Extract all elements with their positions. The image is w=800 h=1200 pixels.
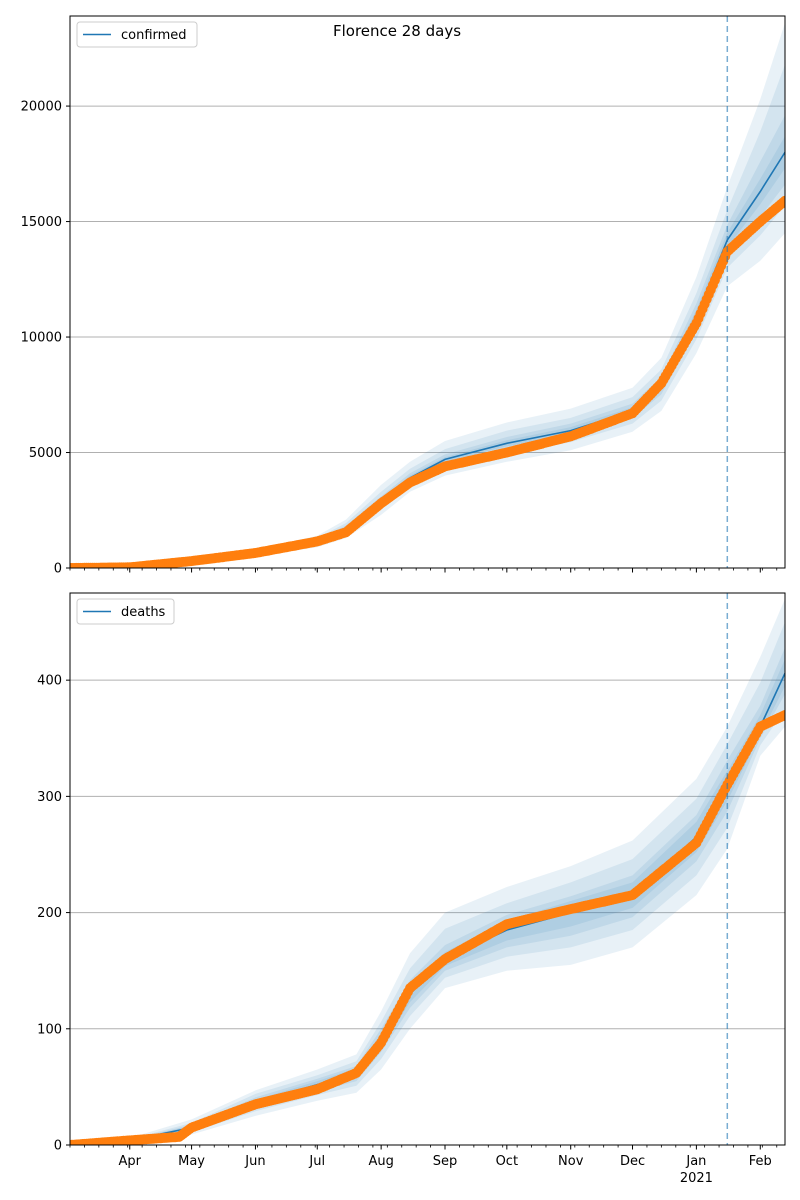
y-tick-label: 400 (37, 674, 62, 689)
axes-frame (69, 592, 786, 1146)
y-tick-label: 100 (37, 1022, 62, 1037)
x-tick-label: Jun (244, 1154, 265, 1169)
x-tick-label: Jul (308, 1154, 325, 1169)
legend: confirmed (76, 21, 198, 48)
uncertainty-band (70, 598, 785, 1145)
legend-box (76, 21, 198, 48)
y-tick-label: 10000 (21, 331, 62, 346)
plot-area (70, 598, 785, 1145)
x-tick-label: May (178, 1154, 205, 1169)
x-year-label: 2021 (680, 1171, 713, 1186)
observed-points (70, 195, 785, 568)
observed-points (70, 710, 785, 1145)
y-tick-label: 15000 (21, 215, 62, 230)
y-tick-label: 300 (37, 790, 62, 805)
plot-area (70, 22, 785, 568)
x-tick-label: Jan (685, 1154, 706, 1169)
x-tick-label: Apr (119, 1154, 142, 1169)
uncertainty-band (70, 647, 785, 1145)
x-tick-label: Aug (368, 1154, 393, 1169)
axes-frame (69, 15, 786, 569)
deaths-panel: 0 100 200 300 400 Apr May Jun Jul Aug Sep Oct Nov Dec… (37, 592, 786, 1186)
uncertainty-band (70, 22, 785, 568)
observed-point (780, 195, 785, 206)
uncertainty-band (70, 64, 785, 568)
y-tick-label: 0 (54, 562, 62, 577)
observed-point (780, 710, 785, 720)
y-tick-label: 5000 (29, 446, 62, 461)
legend: deaths (76, 598, 175, 625)
legend-label: deaths (121, 605, 166, 620)
uncertainty-band (70, 622, 785, 1145)
x-tick-label: Dec (620, 1154, 645, 1169)
x-tick-label: Nov (558, 1154, 584, 1169)
x-tick-label: Oct (496, 1154, 518, 1169)
chart-title: Florence 28 days (333, 22, 461, 40)
y-tick-label: 0 (54, 1139, 62, 1154)
x-tick-label: Feb (749, 1154, 772, 1169)
x-tick-label: Sep (433, 1154, 458, 1169)
legend-box (76, 598, 175, 625)
confirmed-panel: 0 5000 10000 15000 20000 confirmed (21, 15, 786, 577)
y-tick-label: 20000 (21, 100, 62, 115)
legend-label: confirmed (121, 28, 187, 43)
y-tick-label: 200 (37, 906, 62, 921)
